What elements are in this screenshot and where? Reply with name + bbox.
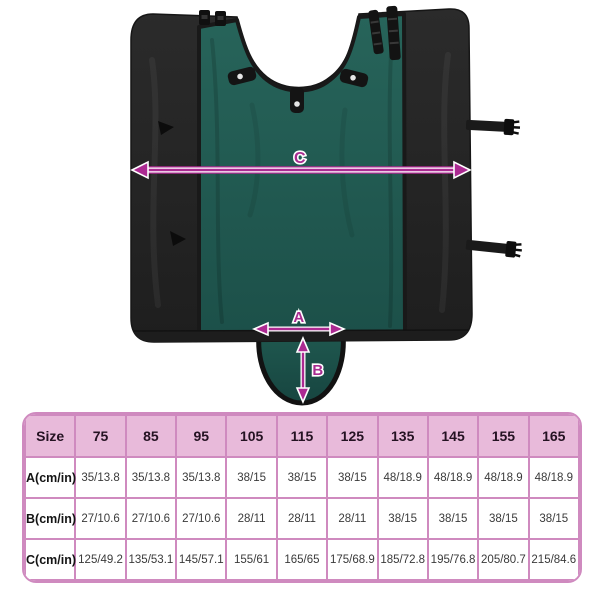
snap-tab-right xyxy=(339,68,369,88)
table-cell: 195/76.8 xyxy=(426,538,480,581)
table-cell: 48/18.9 xyxy=(426,456,480,499)
buckle-loop-left-2 xyxy=(215,11,226,26)
table-cell: 205/80.7 xyxy=(477,538,530,581)
header-cell: 155 xyxy=(477,414,530,458)
side-strap-buckle-2 xyxy=(465,239,522,258)
header-cell: 75 xyxy=(74,414,127,458)
header-cell: 135 xyxy=(376,414,429,458)
header-cell: 115 xyxy=(275,414,329,458)
size-table-header-row: Size 75 85 95 105 115 125 135 145 155 16… xyxy=(24,414,580,458)
table-cell: 185/72.8 xyxy=(376,538,429,581)
dimension-arrow-c: C xyxy=(130,148,472,180)
table-cell: 28/11 xyxy=(275,497,329,540)
table-cell: 35/13.8 xyxy=(124,456,178,499)
webbing-strap-top-2 xyxy=(386,5,401,61)
dimension-arrow-a: A xyxy=(251,307,347,337)
table-cell: 175/68.9 xyxy=(326,538,379,581)
row-label: B(cm/in) xyxy=(24,497,77,540)
table-cell: 155/61 xyxy=(225,538,278,581)
dimension-arrow-b: B xyxy=(295,335,325,405)
table-cell: 125/49.2 xyxy=(74,538,127,581)
dimension-label-c: C xyxy=(294,150,306,167)
header-cell: 145 xyxy=(426,414,480,458)
header-cell: 125 xyxy=(326,414,379,458)
table-cell: 165/65 xyxy=(275,538,329,581)
table-cell: 28/11 xyxy=(225,497,278,540)
buckle-loop-left-1 xyxy=(199,10,210,25)
header-cell: 85 xyxy=(124,414,178,458)
left-panel-clip-2 xyxy=(170,231,186,246)
table-row-a: A(cm/in) 35/13.8 35/13.8 35/13.8 38/15 3… xyxy=(24,456,580,499)
table-cell: 38/15 xyxy=(477,497,530,540)
body-teal-fabric xyxy=(197,12,407,338)
left-panel-clip-1 xyxy=(158,121,174,135)
header-cell-size: Size xyxy=(24,414,77,458)
table-cell: 27/10.6 xyxy=(124,497,178,540)
dimension-label-a: A xyxy=(293,309,304,326)
webbing-strap-top-1 xyxy=(368,9,384,55)
table-cell: 28/11 xyxy=(326,497,379,540)
row-label: A(cm/in) xyxy=(24,456,77,499)
table-cell: 38/15 xyxy=(426,497,480,540)
table-row-b: B(cm/in) 27/10.6 27/10.6 27/10.6 28/11 2… xyxy=(24,497,580,540)
header-cell: 95 xyxy=(175,414,228,458)
size-table: Size 75 85 95 105 115 125 135 145 155 16… xyxy=(24,414,580,581)
size-chart-card: Size 75 85 95 105 115 125 135 145 155 16… xyxy=(22,412,582,583)
table-cell: 27/10.6 xyxy=(74,497,127,540)
table-cell: 38/15 xyxy=(376,497,429,540)
table-cell: 27/10.6 xyxy=(175,497,228,540)
table-cell: 35/13.8 xyxy=(74,456,127,499)
table-cell: 38/15 xyxy=(275,456,329,499)
table-cell: 48/18.9 xyxy=(527,456,580,499)
table-cell: 38/15 xyxy=(527,497,580,540)
row-label: C(cm/in) xyxy=(24,538,77,581)
table-cell: 135/53.1 xyxy=(124,538,178,581)
table-cell: 38/15 xyxy=(225,456,278,499)
dimension-label-b: B xyxy=(312,362,323,379)
side-strap-buckle-1 xyxy=(465,118,521,136)
table-cell: 35/13.8 xyxy=(175,456,228,499)
snap-tab-center xyxy=(290,87,304,113)
table-cell: 215/84.6 xyxy=(527,538,580,581)
table-cell: 48/18.9 xyxy=(376,456,429,499)
table-cell: 38/15 xyxy=(326,456,379,499)
header-cell: 105 xyxy=(225,414,278,458)
table-row-c: C(cm/in) 125/49.2 135/53.1 145/57.1 155/… xyxy=(24,538,580,581)
product-illustration: C A B xyxy=(130,5,522,406)
table-cell: 48/18.9 xyxy=(477,456,530,499)
header-cell: 165 xyxy=(527,414,580,458)
table-cell: 145/57.1 xyxy=(175,538,228,581)
snap-tab-left xyxy=(227,66,257,86)
